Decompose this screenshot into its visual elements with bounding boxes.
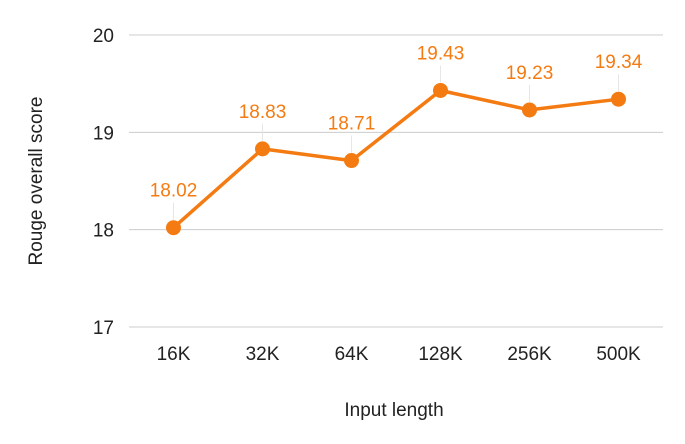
data-point-128k — [433, 82, 448, 98]
data-label-leaders — [173, 65, 619, 220]
y-axis-ticks: 17 18 19 20 — [93, 26, 114, 339]
data-label-32k: 18.83 — [239, 102, 287, 123]
data-label-64k: 18.71 — [328, 114, 376, 135]
data-label-16k: 18.02 — [150, 181, 198, 202]
series-line — [171, 88, 621, 230]
data-point-256k — [522, 102, 537, 118]
series-line-path — [171, 88, 621, 230]
y-tick-label-17: 17 — [93, 318, 114, 339]
y-tick-label-19: 19 — [93, 123, 114, 144]
y-tick-label-18: 18 — [93, 221, 114, 242]
data-label-500k: 19.34 — [595, 52, 643, 73]
x-tick-label-128k: 128K — [418, 344, 463, 365]
data-point-64k — [344, 153, 359, 169]
x-tick-label-500k: 500K — [596, 344, 641, 365]
x-axis-title: Input length — [344, 400, 443, 421]
data-point-32k — [255, 141, 270, 157]
x-tick-label-64k: 64K — [335, 344, 369, 365]
x-tick-label-16k: 16K — [157, 344, 191, 365]
data-label-128k: 19.43 — [417, 43, 465, 64]
y-tick-label-20: 20 — [93, 26, 114, 47]
grid-lines — [129, 34, 663, 328]
data-point-16k — [166, 220, 181, 236]
x-tick-label-32k: 32K — [246, 344, 280, 365]
data-points — [166, 82, 626, 236]
x-tick-label-256k: 256K — [507, 344, 552, 365]
data-labels: 18.02 18.83 18.71 19.43 19.23 19.34 — [150, 43, 643, 201]
x-axis-ticks: 16K 32K 64K 128K 256K 500K — [157, 344, 641, 365]
data-label-256k: 19.23 — [506, 63, 554, 84]
y-axis-title: Rouge overall score — [26, 97, 47, 266]
data-point-500k — [611, 91, 626, 107]
